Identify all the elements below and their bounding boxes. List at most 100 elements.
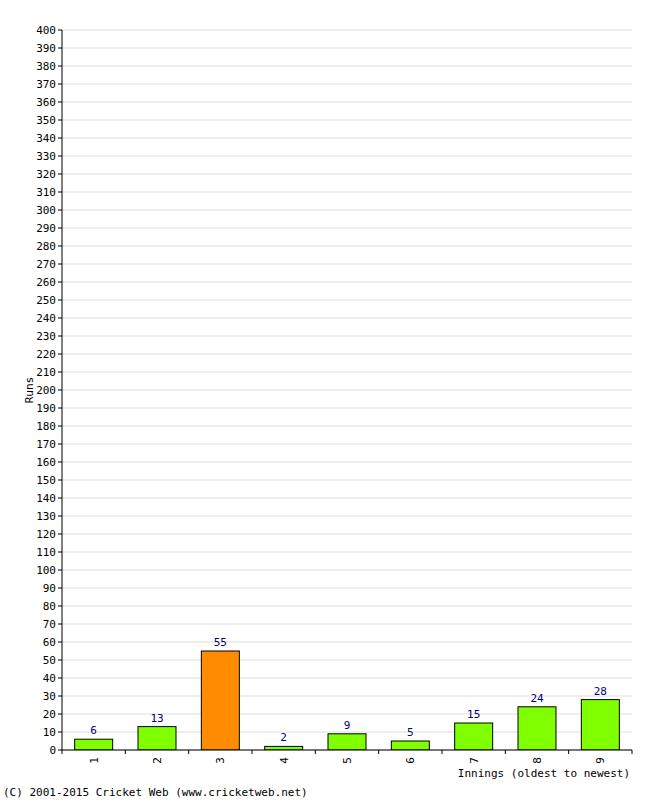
y-tick-label: 290 [36, 222, 56, 235]
grid-line [62, 30, 632, 31]
grid-line [62, 660, 632, 661]
grid-line [62, 336, 632, 337]
y-tick [58, 300, 62, 301]
y-tick-label: 130 [36, 510, 56, 523]
y-tick-label: 270 [36, 258, 56, 271]
y-tick [58, 660, 62, 661]
y-tick-label: 340 [36, 132, 56, 145]
grid-line [62, 246, 632, 247]
x-tick-label: 5 [341, 757, 354, 764]
grid-line [62, 552, 632, 553]
y-tick-label: 250 [36, 294, 56, 307]
y-tick [58, 480, 62, 481]
grid-line [62, 462, 632, 463]
y-tick [58, 552, 62, 553]
category-divider [62, 750, 63, 754]
y-tick [58, 444, 62, 445]
y-tick-label: 120 [36, 528, 56, 541]
y-tick-label: 360 [36, 96, 56, 109]
y-tick-label: 0 [49, 744, 56, 757]
grid-line [62, 210, 632, 211]
y-tick [58, 264, 62, 265]
grid-line [62, 678, 632, 679]
data-label: 55 [214, 636, 227, 649]
y-tick [58, 390, 62, 391]
grid-line [62, 102, 632, 103]
x-tick-label: 2 [151, 757, 164, 764]
grid-line [62, 624, 632, 625]
grid-line [62, 66, 632, 67]
grid-line [62, 300, 632, 301]
x-tick-label: 7 [468, 757, 481, 764]
y-tick-label: 260 [36, 276, 56, 289]
y-tick [58, 30, 62, 31]
grid-line [62, 516, 632, 517]
y-tick [58, 606, 62, 607]
grid-line [62, 84, 632, 85]
y-tick-label: 20 [43, 708, 56, 721]
category-divider [378, 750, 379, 754]
bar [75, 739, 113, 750]
x-tick-label: 8 [531, 757, 544, 764]
category-divider [315, 750, 316, 754]
grid [62, 30, 632, 750]
grid-line [62, 426, 632, 427]
y-tick [58, 48, 62, 49]
data-label: 9 [344, 719, 351, 732]
y-tick-label: 310 [36, 186, 56, 199]
grid-line [62, 390, 632, 391]
grid-line [62, 498, 632, 499]
data-label: 24 [530, 692, 544, 705]
data-label: 2 [280, 731, 287, 744]
category-divider [252, 750, 253, 754]
y-tick-label: 150 [36, 474, 56, 487]
y-tick-label: 180 [36, 420, 56, 433]
y-tick-label: 40 [43, 672, 56, 685]
grid-line [62, 642, 632, 643]
y-tick [58, 642, 62, 643]
y-tick-label: 380 [36, 60, 56, 73]
grid-line [62, 318, 632, 319]
data-label: 6 [90, 724, 97, 737]
y-tick [58, 102, 62, 103]
data-label: 13 [150, 712, 163, 725]
bar [138, 727, 176, 750]
y-tick-label: 160 [36, 456, 56, 469]
y-ticks: 0102030405060708090100110120130140150160… [36, 24, 62, 757]
y-tick [58, 282, 62, 283]
category-divider [442, 750, 443, 754]
grid-line [62, 750, 632, 751]
y-tick-label: 90 [43, 582, 56, 595]
grid-line [62, 228, 632, 229]
grid-line [62, 480, 632, 481]
y-tick [58, 210, 62, 211]
x-tick-label: 1 [88, 757, 101, 764]
grid-line [62, 354, 632, 355]
chart-container: 0102030405060708090100110120130140150160… [0, 0, 650, 800]
x-tick-label: 6 [404, 757, 417, 764]
y-tick [58, 408, 62, 409]
y-tick [58, 120, 62, 121]
grid-line [62, 48, 632, 49]
bar [581, 700, 619, 750]
x-axis-label: Innings (oldest to newest) [458, 767, 630, 780]
grid-line [62, 696, 632, 697]
bar [391, 741, 429, 750]
y-tick [58, 426, 62, 427]
category-divider [188, 750, 189, 754]
bar [265, 746, 303, 750]
x-tick-label: 4 [278, 757, 291, 764]
chart-svg: 0102030405060708090100110120130140150160… [0, 0, 650, 800]
y-tick-label: 390 [36, 42, 56, 55]
grid-line [62, 120, 632, 121]
grid-line [62, 192, 632, 193]
y-tick-label: 330 [36, 150, 56, 163]
y-tick-label: 100 [36, 564, 56, 577]
y-tick [58, 732, 62, 733]
grid-line [62, 534, 632, 535]
y-tick [58, 588, 62, 589]
grid-line [62, 138, 632, 139]
y-tick-label: 50 [43, 654, 56, 667]
y-tick [58, 570, 62, 571]
category-divider [125, 750, 126, 754]
